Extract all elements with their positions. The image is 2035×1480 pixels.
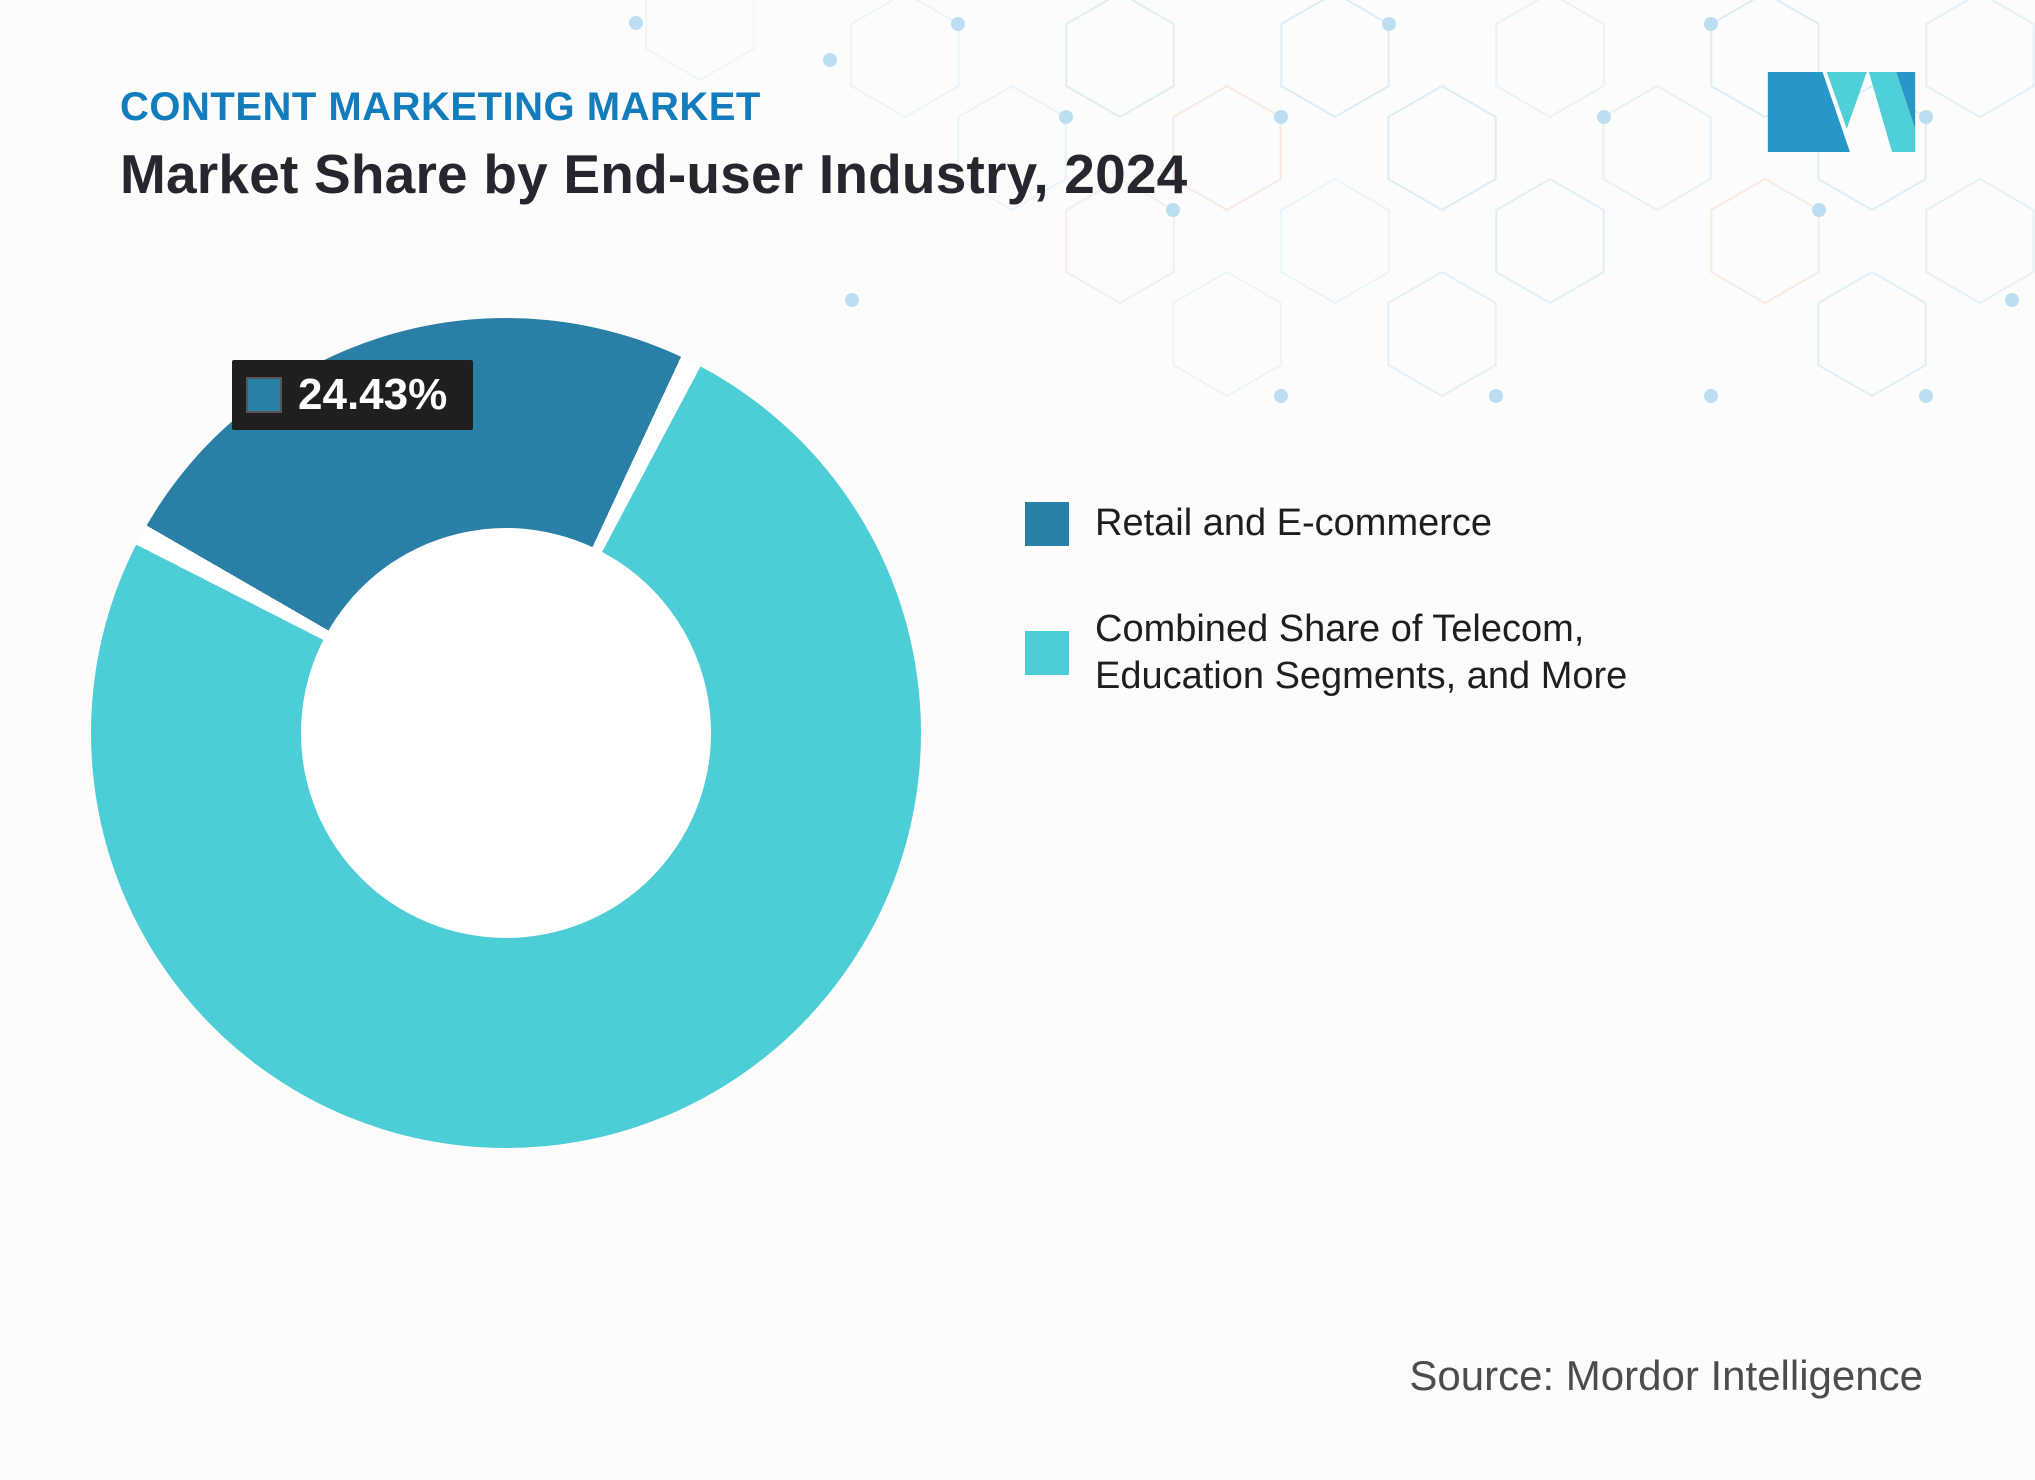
legend-label-retail: Retail and E-commerce [1095,502,1493,544]
logo-shape [1868,72,1916,152]
page-title: Market Share by End-user Industry, 2024 [120,143,1188,205]
legend-swatch-combined [1025,631,1069,675]
legend: Retail and E-commerce Combined Share of … [1025,500,1675,759]
donut-chart [91,318,921,1148]
legend-swatch-retail [1025,501,1069,546]
report-name: CONTENT MARKETING MARKET [120,85,761,129]
callout-swatch [246,377,282,413]
donut-hole [301,528,711,938]
header: CONTENT MARKETING MARKET Market Share by… [120,85,1187,206]
source-attribution: Source: Mordor Intelligence [1409,1352,1923,1399]
callout-value: 24.43% [298,370,448,419]
mordor-logo [1767,72,1916,152]
legend-label-combined: Combined Share of Telecom, Education Seg… [1095,607,1628,698]
logo-shape [1896,72,1916,129]
value-callout: 24.43% [232,360,474,430]
logo-shape [1826,72,1867,129]
legend-item-retail: Retail and E-commerce [1025,500,1675,548]
legend-item-combined: Combined Share of Telecom, Education Seg… [1025,606,1675,701]
